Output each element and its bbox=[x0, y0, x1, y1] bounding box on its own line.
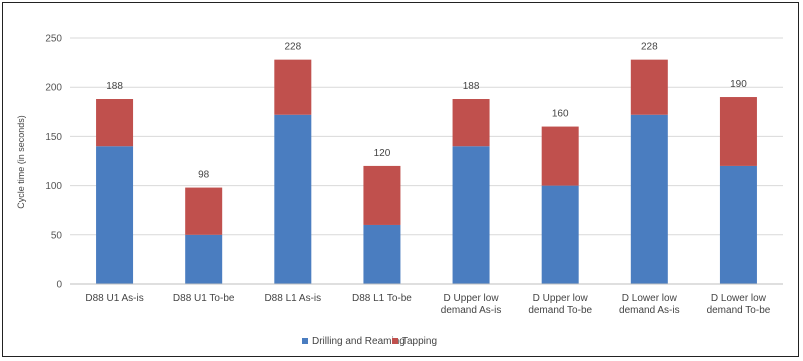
x-category-label: D88 U1 To-be bbox=[173, 293, 235, 304]
y-tick-label: 100 bbox=[45, 181, 62, 192]
x-category-label: D88 L1 As-is bbox=[264, 293, 321, 304]
bar-segment-tapping bbox=[719, 97, 757, 166]
x-category-label: D Lower low bbox=[622, 293, 678, 304]
bar-segment-drilling-and-reaming bbox=[452, 146, 490, 284]
legend-entry: Drilling and Reaming bbox=[312, 336, 405, 347]
bar-segment-drilling-and-reaming bbox=[185, 234, 223, 284]
bar-segment-drilling-and-reaming bbox=[719, 165, 757, 284]
bar-segment-tapping bbox=[363, 165, 401, 225]
total-data-label: 188 bbox=[463, 81, 480, 92]
y-tick-label: 250 bbox=[45, 34, 62, 45]
y-tick-label: 200 bbox=[45, 83, 62, 94]
bar-segment-tapping bbox=[452, 99, 490, 147]
legend-swatch bbox=[392, 338, 398, 344]
x-category-label: demand To-be bbox=[528, 305, 592, 316]
gridlines bbox=[70, 37, 783, 236]
total-data-label: 228 bbox=[284, 42, 301, 53]
bar-segment-tapping bbox=[274, 59, 312, 115]
x-category-label: demand As-is bbox=[619, 305, 680, 316]
x-category-label: D Upper low bbox=[533, 293, 589, 304]
bars bbox=[96, 59, 757, 284]
total-data-label: 120 bbox=[374, 148, 391, 159]
y-tick-label: 0 bbox=[56, 280, 62, 291]
bar-segment-tapping bbox=[96, 99, 134, 147]
x-category-label: demand As-is bbox=[441, 305, 502, 316]
x-category-label: D Upper low bbox=[444, 293, 500, 304]
y-axis-ticks: 0 50 100 150 200 250 bbox=[45, 34, 62, 291]
y-tick-label: 150 bbox=[45, 132, 62, 143]
x-category-label: demand To-be bbox=[707, 305, 771, 316]
bar-segment-drilling-and-reaming bbox=[96, 146, 134, 284]
legend-swatch bbox=[302, 338, 308, 344]
bar-segment-tapping bbox=[630, 59, 668, 115]
total-data-label: 228 bbox=[641, 42, 658, 53]
bar-segment-drilling-and-reaming bbox=[274, 114, 312, 284]
y-tick-label: 50 bbox=[51, 230, 63, 241]
x-axis-categories: D88 U1 As-is D88 U1 To-be D88 L1 As-is D88 … bbox=[85, 293, 770, 316]
x-category-label: D Lower low bbox=[711, 293, 767, 304]
total-data-label: 190 bbox=[730, 79, 747, 90]
bar-segment-tapping bbox=[185, 187, 223, 235]
total-data-label: 160 bbox=[552, 109, 569, 120]
total-data-label: 98 bbox=[198, 170, 210, 181]
total-data-label: 188 bbox=[106, 81, 123, 92]
bar-segment-drilling-and-reaming bbox=[541, 185, 579, 284]
bar-segment-drilling-and-reaming bbox=[363, 224, 401, 284]
legend-entry: Tapping bbox=[402, 336, 437, 347]
y-axis-label: Cycle time (in seconds) bbox=[16, 115, 26, 209]
bar-segment-drilling-and-reaming bbox=[630, 114, 668, 284]
bar-segment-tapping bbox=[541, 126, 579, 186]
x-category-label: D88 U1 As-is bbox=[85, 293, 143, 304]
x-category-label: D88 L1 To-be bbox=[352, 293, 412, 304]
data-labels: 188 98 228 120 188 160 228 190 bbox=[106, 42, 747, 181]
